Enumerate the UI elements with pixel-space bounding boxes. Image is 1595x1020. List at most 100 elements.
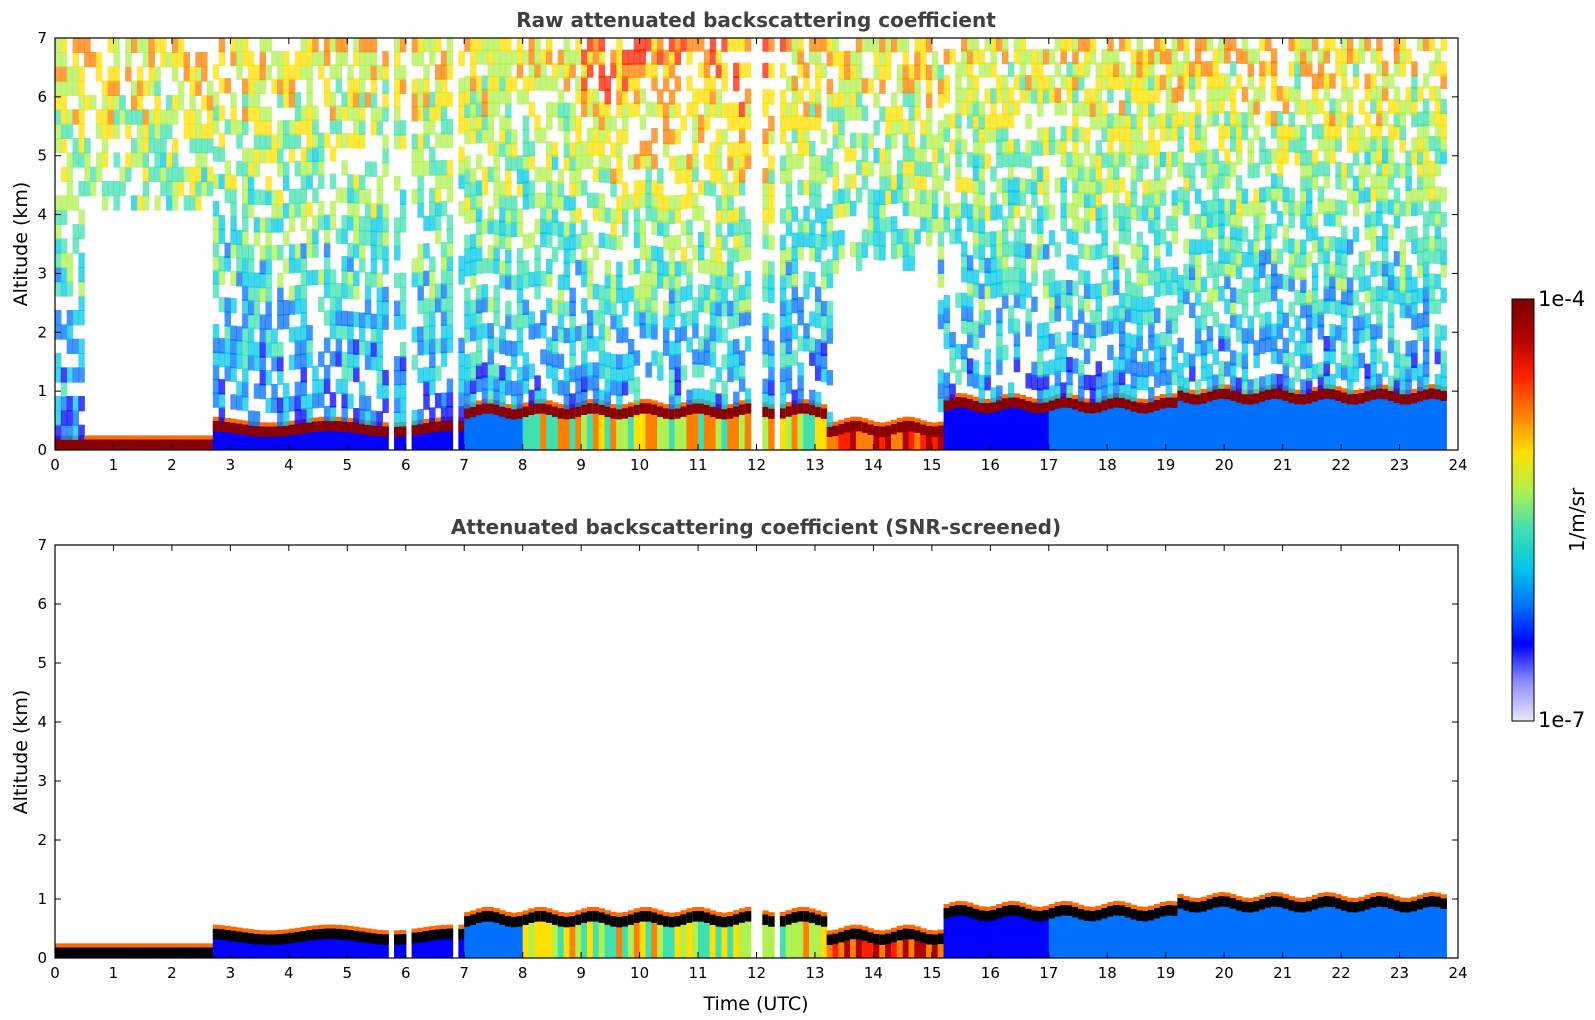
heatmap-cell (692, 38, 699, 52)
heatmap-cell (779, 208, 787, 224)
heatmap-cell (440, 924, 448, 929)
heatmap-cell (434, 38, 442, 53)
heatmap-cell (113, 109, 120, 125)
heatmap-cell (335, 416, 343, 421)
heatmap-cell (639, 140, 647, 156)
heatmap-cell (569, 912, 576, 917)
heatmap-cell (662, 300, 670, 317)
heatmap-cell (686, 912, 693, 958)
heatmap-cell (1282, 390, 1290, 450)
heatmap-cell (1183, 73, 1190, 90)
heatmap-cell (797, 218, 804, 235)
heatmap-cell (259, 51, 267, 67)
heatmap-cell (434, 929, 442, 958)
heatmap-cell (540, 349, 547, 365)
heatmap-cell (1352, 175, 1360, 192)
heatmap-cell (259, 106, 267, 122)
heatmap-cell (1411, 340, 1418, 356)
heatmap-cell (318, 928, 325, 940)
heatmap-cell (879, 189, 886, 206)
heatmap-cell (540, 231, 547, 248)
heatmap-cell (1218, 235, 1225, 252)
heatmap-cell (955, 397, 962, 408)
heatmap-cell (592, 244, 600, 261)
heatmap-cell (563, 301, 571, 317)
heatmap-cell (1270, 73, 1278, 89)
heatmap-cell (1241, 251, 1249, 268)
heatmap-cell (1329, 323, 1336, 340)
heatmap-cell (528, 62, 535, 78)
heatmap-cell (1329, 98, 1336, 114)
heatmap-cell (55, 367, 62, 383)
heatmap-cell (797, 114, 804, 130)
heatmap-cell (300, 174, 307, 190)
heatmap-cell (803, 62, 810, 78)
heatmap-cell (195, 947, 202, 958)
heatmap-cell (715, 300, 723, 317)
heatmap-cell (1060, 38, 1067, 52)
heatmap-cell (592, 284, 600, 300)
heatmap-cell (639, 114, 647, 130)
heatmap-cell (1031, 218, 1038, 234)
heatmap-cell (926, 189, 933, 205)
heatmap-cell (1382, 384, 1389, 389)
heatmap-cell (353, 422, 360, 450)
heatmap-cell (546, 298, 553, 314)
heatmap-cell (727, 261, 734, 277)
heatmap-cell (1095, 401, 1103, 450)
heatmap-cell (692, 310, 699, 326)
heatmap-cell (1025, 114, 1032, 130)
heatmap-cell (1270, 260, 1278, 277)
heatmap-cell (569, 234, 576, 251)
heatmap-cell (902, 228, 910, 244)
heatmap-cell (201, 439, 208, 450)
heatmap-cell (399, 286, 407, 302)
heatmap-cell (1007, 382, 1015, 398)
heatmap-cell (575, 38, 582, 52)
heatmap-cell (90, 943, 97, 948)
heatmap-cell (604, 154, 611, 171)
heatmap-cell (242, 354, 249, 370)
heatmap-cell (464, 380, 471, 396)
heatmap-cell (1282, 390, 1290, 401)
heatmap-cell (177, 435, 185, 440)
heatmap-cell (633, 88, 641, 105)
heatmap-cell (1265, 161, 1272, 177)
heatmap-cell (990, 387, 997, 403)
heatmap-cell (166, 94, 173, 111)
heatmap-cell (581, 219, 588, 235)
heatmap-cell (66, 195, 74, 211)
heatmap-cell (505, 408, 512, 450)
heatmap-cell (265, 934, 272, 946)
heatmap-cell (540, 323, 547, 339)
heatmap-cell (698, 403, 705, 414)
heatmap-cell (364, 202, 372, 219)
heatmap-cell (803, 218, 810, 235)
heatmap-cell (1083, 402, 1091, 450)
heatmap-cell (288, 327, 296, 343)
heatmap-cell (721, 408, 728, 420)
heatmap-cell (1113, 177, 1120, 193)
heatmap-cell (1376, 198, 1383, 214)
heatmap-cell (411, 409, 419, 426)
heatmap-cell (528, 49, 535, 65)
heatmap-cell (762, 378, 769, 394)
heatmap-cell (318, 173, 325, 190)
heatmap-cell (1218, 335, 1225, 352)
heatmap-cell (493, 88, 500, 105)
heatmap-cell (1417, 313, 1424, 329)
heatmap-cell (370, 244, 378, 260)
heatmap-cell (1078, 75, 1085, 91)
heatmap-cell (66, 109, 74, 125)
heatmap-cell (622, 327, 629, 343)
heatmap-cell (1148, 322, 1155, 338)
heatmap-cell (440, 255, 448, 272)
heatmap-cell (674, 195, 682, 211)
heatmap-cell (546, 363, 553, 379)
heatmap-cell (709, 247, 717, 263)
heatmap-cell (832, 50, 839, 67)
heatmap-cell (335, 132, 343, 148)
heatmap-cell (236, 423, 243, 435)
heatmap-cell (78, 252, 85, 268)
heatmap-cell (230, 366, 237, 383)
